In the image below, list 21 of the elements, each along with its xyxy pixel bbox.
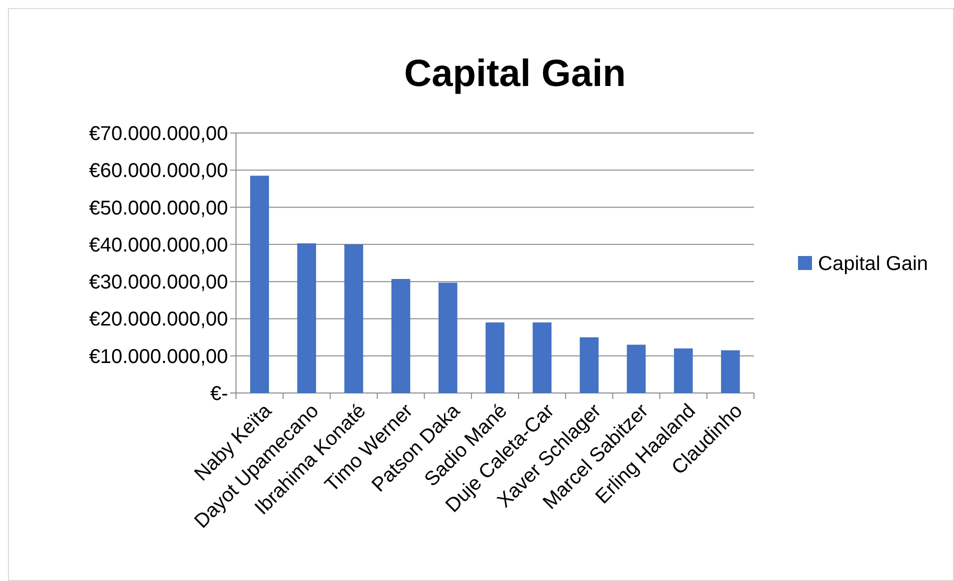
bar [580, 337, 599, 393]
bar [438, 282, 458, 393]
y-tick-label: €40.000.000,00 [88, 234, 228, 256]
bar [391, 278, 410, 393]
bar [532, 322, 552, 393]
bar [721, 350, 740, 393]
bar [626, 344, 646, 393]
chart-title: Capital Gain [404, 53, 626, 95]
bar [674, 348, 693, 393]
bar [297, 243, 316, 393]
bar [486, 322, 504, 393]
y-tick-label: €60.000.000,00 [88, 160, 228, 182]
bar [344, 244, 364, 393]
y-tick-label: €20.000.000,00 [88, 308, 228, 331]
y-tick-label: €30.000.000,00 [88, 272, 228, 294]
y-tick-label: €10.000.000,00 [88, 346, 228, 368]
y-tick-label: €70.000.000,00 [88, 123, 228, 145]
y-tick-label: €- [210, 383, 228, 405]
legend-label: Capital Gain [818, 253, 928, 275]
bar [250, 176, 269, 393]
y-tick-label: €50.000.000,00 [88, 197, 228, 220]
